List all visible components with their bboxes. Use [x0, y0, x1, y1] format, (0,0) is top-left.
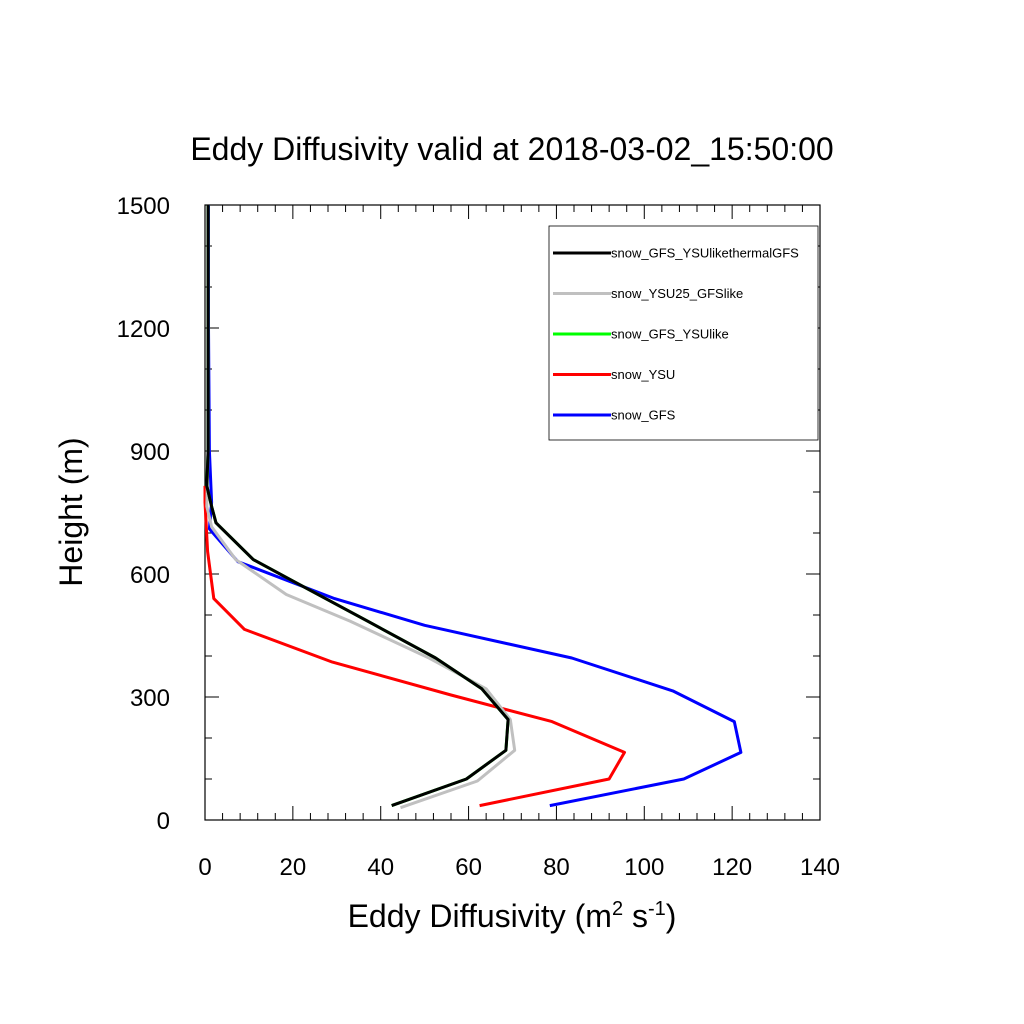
x-axis-title-sup2: -1	[648, 898, 666, 920]
x-axis-title-end: )	[666, 898, 677, 934]
x-tick-label: 80	[543, 854, 570, 881]
series-line-snow_GFS_YSUlikethermalGFS	[205, 205, 510, 808]
y-tick-label: 300	[130, 685, 170, 712]
y-tick-label: 900	[130, 439, 170, 466]
legend-label: snow_GFS	[611, 408, 676, 423]
y-tick-label: 1500	[117, 193, 170, 220]
x-axis: 0 20 40 60 80 100 120 140	[198, 205, 840, 881]
legend-label: snow_GFS_YSUlikethermalGFS	[611, 246, 799, 261]
legend-label: snow_YSU25_GFSlike	[611, 286, 743, 301]
y-tick-label: 600	[130, 562, 170, 589]
series-line-snow_YSU	[203, 485, 626, 808]
series-line-snow_GFS	[207, 205, 743, 808]
y-tick-label: 1200	[117, 316, 170, 343]
x-axis-title-mid: s	[623, 898, 648, 934]
x-axis-title-sup1: 2	[612, 898, 623, 920]
x-tick-label: 100	[624, 854, 664, 881]
series-layer	[203, 205, 743, 810]
chart-title: Eddy Diffusivity valid at 2018-03-02_15:…	[190, 131, 833, 167]
legend: snow_GFS_YSUlikethermalGFS snow_YSU25_GFS…	[548, 225, 819, 441]
x-tick-label: 0	[198, 854, 211, 881]
x-tick-label: 20	[280, 854, 307, 881]
series-line-snow_GFS_YSUlike	[205, 205, 510, 808]
x-axis-title-base: Eddy Diffusivity (m	[348, 898, 612, 934]
legend-label: snow_YSU	[611, 367, 675, 382]
y-axis: 0 300 600 900 1200 1500	[117, 193, 820, 835]
x-tick-label: 140	[800, 854, 840, 881]
series-line-snow_YSU25_GFSlike	[205, 205, 517, 810]
y-tick-label: 0	[157, 808, 170, 835]
x-tick-label: 120	[712, 854, 752, 881]
y-axis-title: Height (m)	[53, 437, 89, 586]
x-tick-label: 60	[455, 854, 482, 881]
legend-label: snow_GFS_YSUlike	[611, 327, 729, 342]
x-axis-title: Eddy Diffusivity (m2 s-1)	[348, 898, 677, 934]
x-tick-label: 40	[367, 854, 394, 881]
